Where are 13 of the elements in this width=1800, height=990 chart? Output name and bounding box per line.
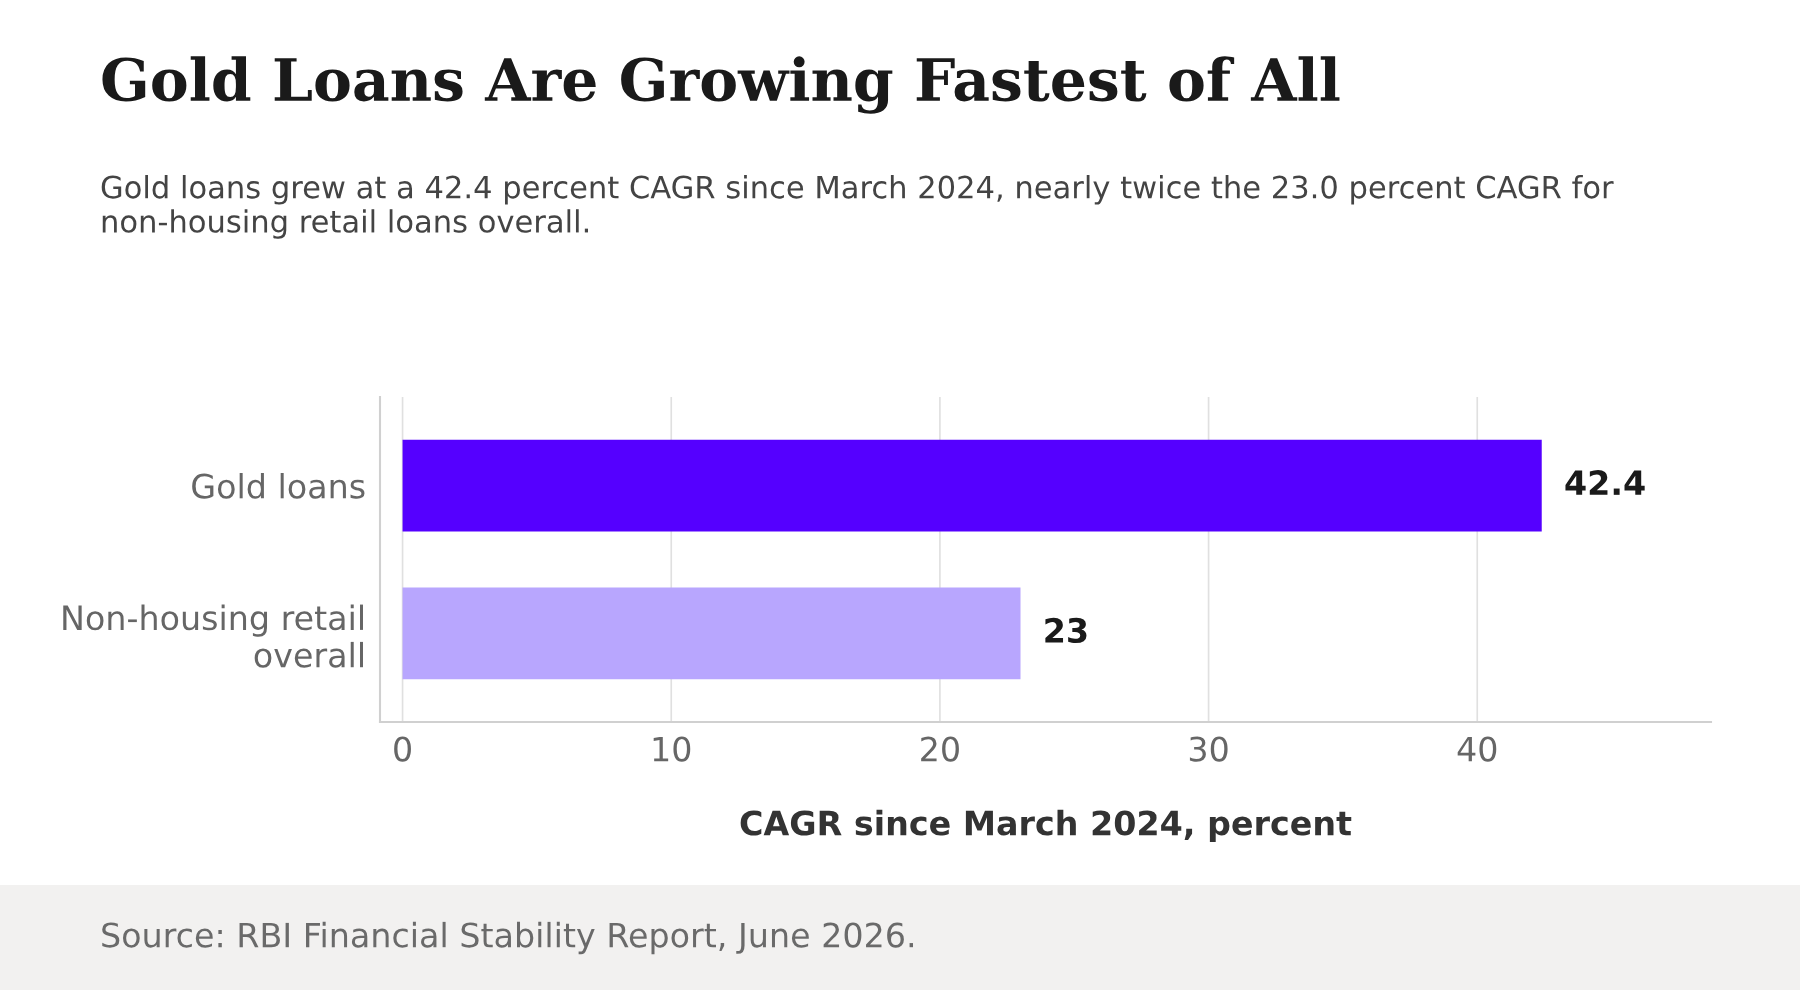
x-tick-label: 10 bbox=[653, 736, 691, 762]
y-tick-label: Gold loans bbox=[192, 472, 365, 499]
y-tick-label: Non-housing retail overall bbox=[63, 604, 363, 668]
x-axis-title: CAGR since March 2024, percent bbox=[740, 809, 1352, 843]
x-tick-label: 0 bbox=[394, 736, 411, 762]
x-tick-label: 20 bbox=[921, 736, 959, 762]
x-tick-label: 40 bbox=[1457, 736, 1497, 762]
source-note: Source: RBI Financial Stability Report, June 2026. bbox=[102, 921, 914, 955]
x-tick-label: 30 bbox=[1189, 736, 1228, 762]
chart-title: Gold Loans Are Growing Fastest of All bbox=[102, 56, 1340, 114]
data-label: 23 bbox=[1045, 617, 1087, 644]
chart-subtitle: Gold loans grew at a 42.4 percent CAGR since March 2024, nearly twice the 23.0 percent CAGR for non-housing retail loans overall. bbox=[101, 175, 1614, 239]
data-label: 42.4 bbox=[1565, 470, 1645, 495]
